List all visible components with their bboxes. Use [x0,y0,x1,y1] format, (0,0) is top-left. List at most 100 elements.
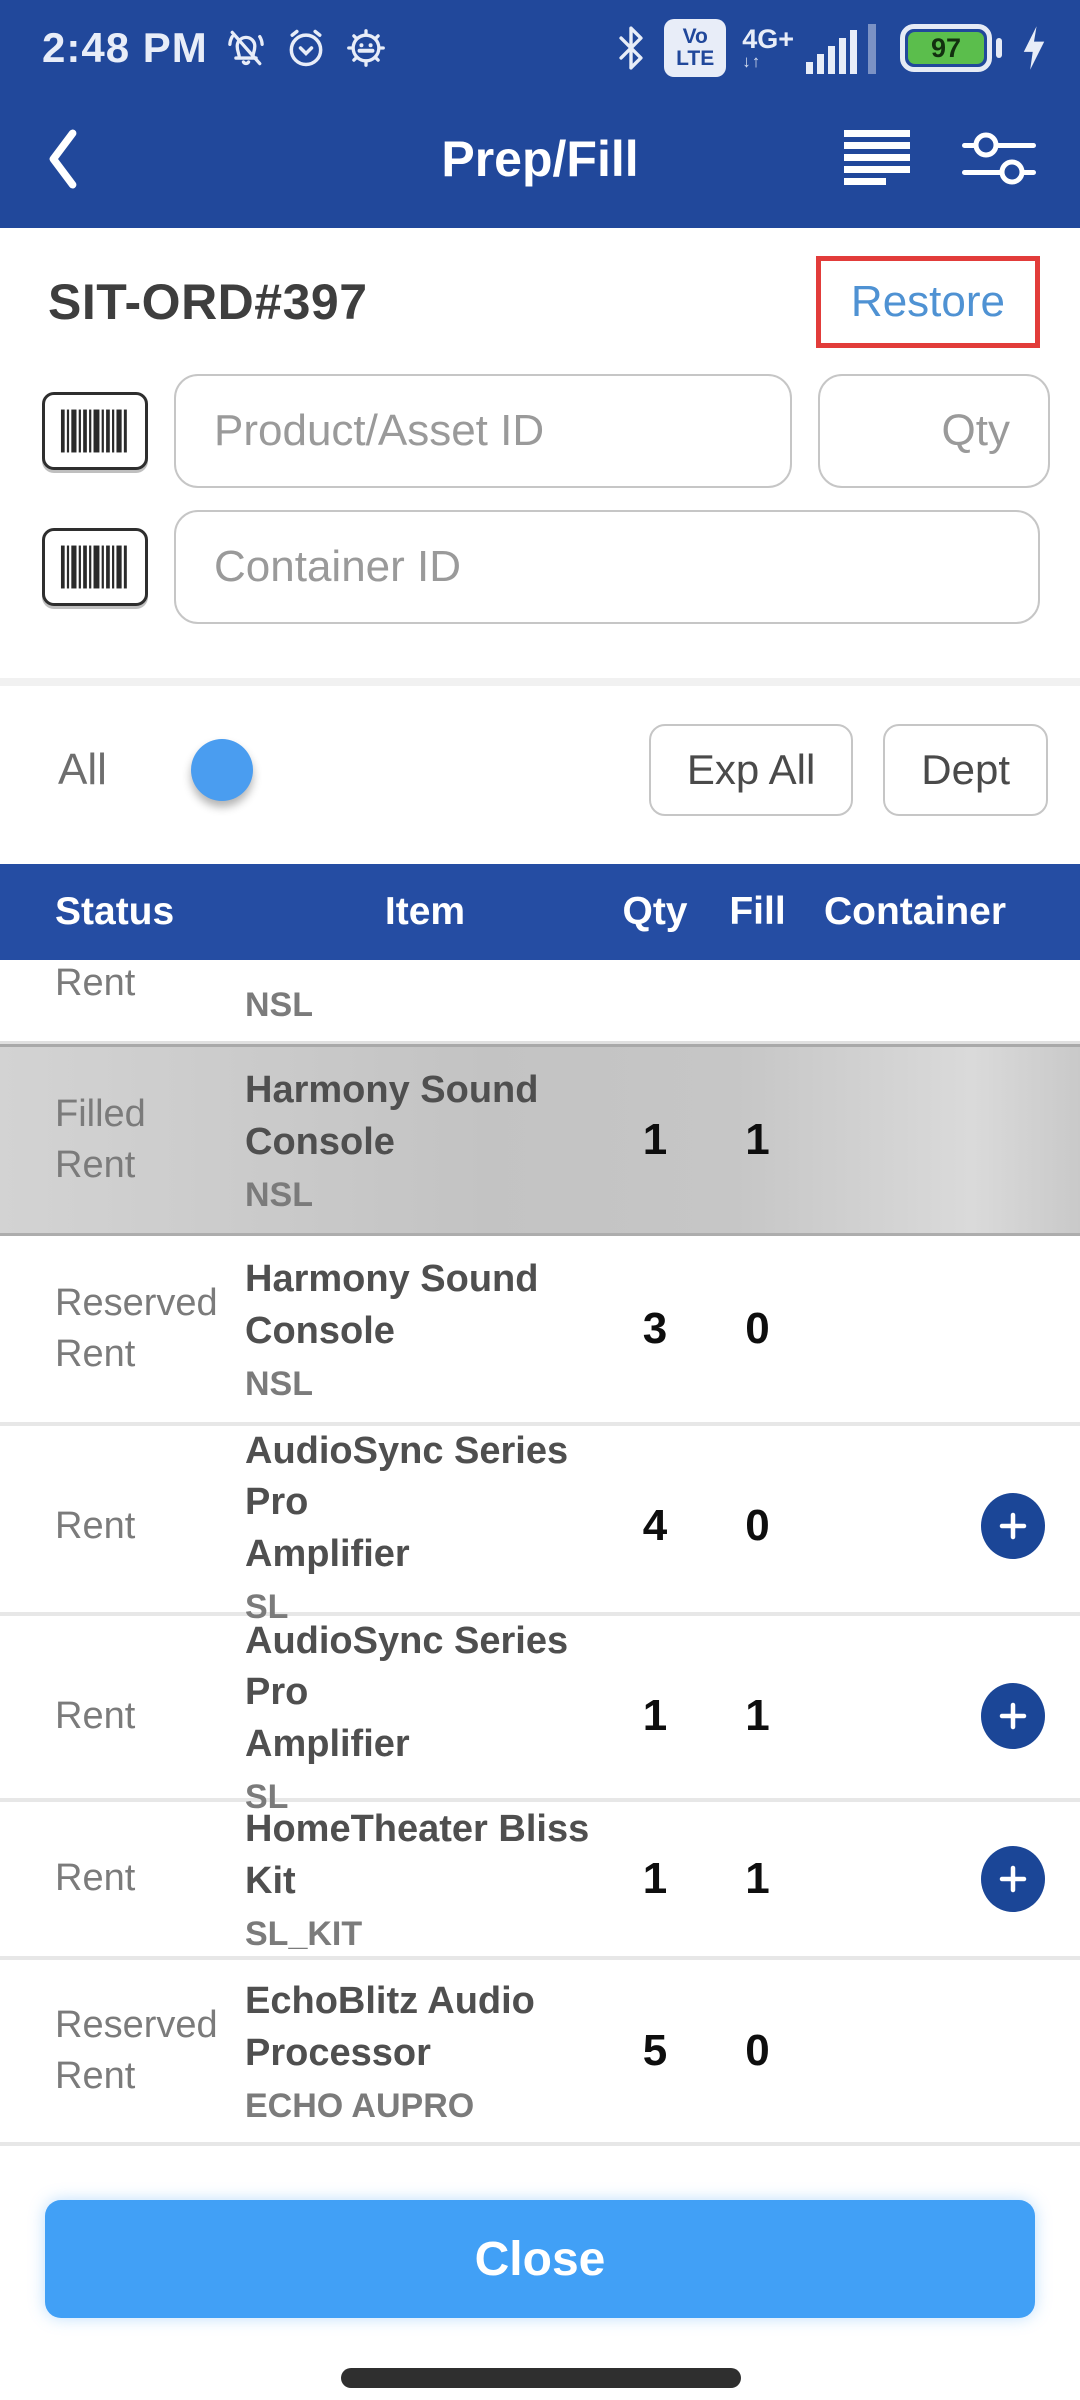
row-fill: 1 [745,1691,770,1741]
filter-tune-button[interactable] [962,130,1036,188]
row-item-code: SL [245,1587,289,1626]
table-header: Status Item Qty Fill Container [0,864,1080,960]
row-item: Harmony Sound Console NSL [245,1065,605,1215]
table-row[interactable]: Reserved Rent EchoBlitz Audio Processor … [0,1960,1080,2146]
add-container-button[interactable] [981,1846,1045,1912]
row-fill: 0 [745,1501,770,1551]
row-item-code: SL [245,1777,289,1816]
exp-all-button[interactable]: Exp All [648,724,854,816]
volte-line1: Vo [682,24,708,48]
row-item-name: AudioSync Series Pro Amplifier [245,1620,569,1765]
row-status: Filled Rent [55,1092,146,1186]
row-container-cell [810,1683,1045,1750]
network-type: 4G+ [742,24,794,54]
row-container-cell [810,1846,1045,1912]
row-item-name: HomeTheater Bliss Kit [245,1808,590,1902]
add-container-button[interactable] [981,1683,1045,1750]
row-item-code: ECHO AUPRO [245,2086,475,2125]
barcode-scan-button-product[interactable] [42,392,148,470]
column-header-item: Item [384,890,466,933]
row-status: Rent [55,1857,136,1900]
row-item-code: NSL [245,1175,313,1214]
status-bar: 2:48 PM [0,0,1080,90]
qty-input[interactable] [818,374,1050,488]
row-item: AudioSync Series Pro Amplifier SL [245,1616,605,1817]
row-item-name: EchoBlitz Audio Processor [245,1980,535,2074]
page-title: Prep/Fill [441,131,639,187]
row-qty: 1 [642,1115,668,1164]
row-status: Reserved Rent [55,2003,218,2097]
charging-bolt-icon [1018,25,1050,71]
status-bar-right: Vo LTE 4G+ ↓↑ 97 [614,19,1050,77]
column-header-status: Status [55,890,175,933]
row-item-name: Harmony Sound Console [245,1258,539,1352]
row-item: AudioSync Series Pro Amplifier SL [245,1426,605,1627]
battery-nub [996,38,1002,58]
home-indicator-bar[interactable] [341,2368,741,2388]
table-row[interactable]: Rent HomeTheater Bliss Kit SL_KIT 1 1 [0,1802,1080,1960]
column-header-qty: Qty [622,890,688,933]
order-id: SIT-ORD#397 [48,274,368,330]
row-qty: 1 [642,1691,668,1741]
barcode-scan-button-container[interactable] [42,528,148,606]
add-container-button[interactable] [981,1493,1045,1560]
row-item-name: AudioSync Series Pro Amplifier [245,1430,569,1575]
order-header: SIT-ORD#397 Restore [0,228,1080,358]
filter-row: All Exp All Dept [0,686,1080,864]
row-status: Reserved Rent [55,1281,218,1375]
all-toggle-switch[interactable] [151,739,253,801]
status-bar-left: 2:48 PM [42,24,388,72]
section-divider [0,678,1080,686]
row-fill: 0 [745,2026,770,2075]
table-row[interactable]: Rent AudioSync Series Pro Amplifier SL 4… [0,1426,1080,1626]
close-button[interactable]: Close [45,2200,1035,2318]
row-qty: 1 [642,1854,668,1903]
column-header-container: Container [824,890,1007,933]
row-qty: 5 [642,2026,668,2075]
restore-annotation-box: Restore [815,256,1040,348]
clock-time: 2:48 PM [42,24,208,71]
container-id-input[interactable] [174,510,1040,624]
row-qty: 4 [642,1501,668,1551]
row-fill: 1 [745,1854,770,1903]
row-container-cell [810,1493,1045,1560]
alarm-icon [284,26,328,70]
restore-button[interactable]: Restore [850,277,1005,326]
volte-line2: LTE [676,47,715,70]
row-status: Rent [55,1504,136,1547]
android-system-icon [344,26,388,70]
network-type-label: 4G+ ↓↑ [742,24,794,71]
row-item-code: NSL [245,1364,313,1403]
row-status: Rent [55,962,136,1004]
notifications-off-icon [224,26,268,70]
battery-outline: 97 [900,24,992,72]
product-asset-id-input[interactable] [174,374,792,488]
toggle-thumb [190,739,253,801]
table-row[interactable]: Filled Rent Harmony Sound Console NSL 1 … [0,1044,1080,1236]
row-fill: 0 [745,1304,770,1353]
row-item-code: SL_KIT [245,1914,363,1953]
battery-percent: 97 [930,32,962,63]
row-qty: 3 [642,1304,668,1353]
dept-button[interactable]: Dept [883,724,1048,816]
filter-buttons: Exp All Dept [648,724,1048,816]
network-arrows: ↓↑ [742,52,762,71]
nav-actions [844,130,1036,188]
volte-badge-icon: Vo LTE [664,19,727,77]
row-fill: 1 [745,1115,770,1164]
row-status: Rent [55,1694,136,1737]
list-view-button[interactable] [844,130,910,188]
scan-row-container [42,510,1040,624]
column-header-fill: Fill [729,890,786,933]
bluetooth-icon [614,24,648,72]
table-row[interactable]: Rent AudioSync Series Pro Amplifier SL 1… [0,1616,1080,1816]
row-item: HomeTheater Bliss Kit SL_KIT [245,1804,605,1954]
back-button[interactable] [44,129,82,189]
row-item-name: Harmony Sound Console [245,1069,539,1163]
scan-row-product [42,374,1050,488]
battery-icon: 97 [900,24,1002,72]
table-row[interactable]: Reserved Rent Harmony Sound Console NSL … [0,1236,1080,1426]
nav-bar: Prep/Fill [0,90,1080,228]
table-row-partial[interactable]: Rent NSL [0,960,1080,1044]
